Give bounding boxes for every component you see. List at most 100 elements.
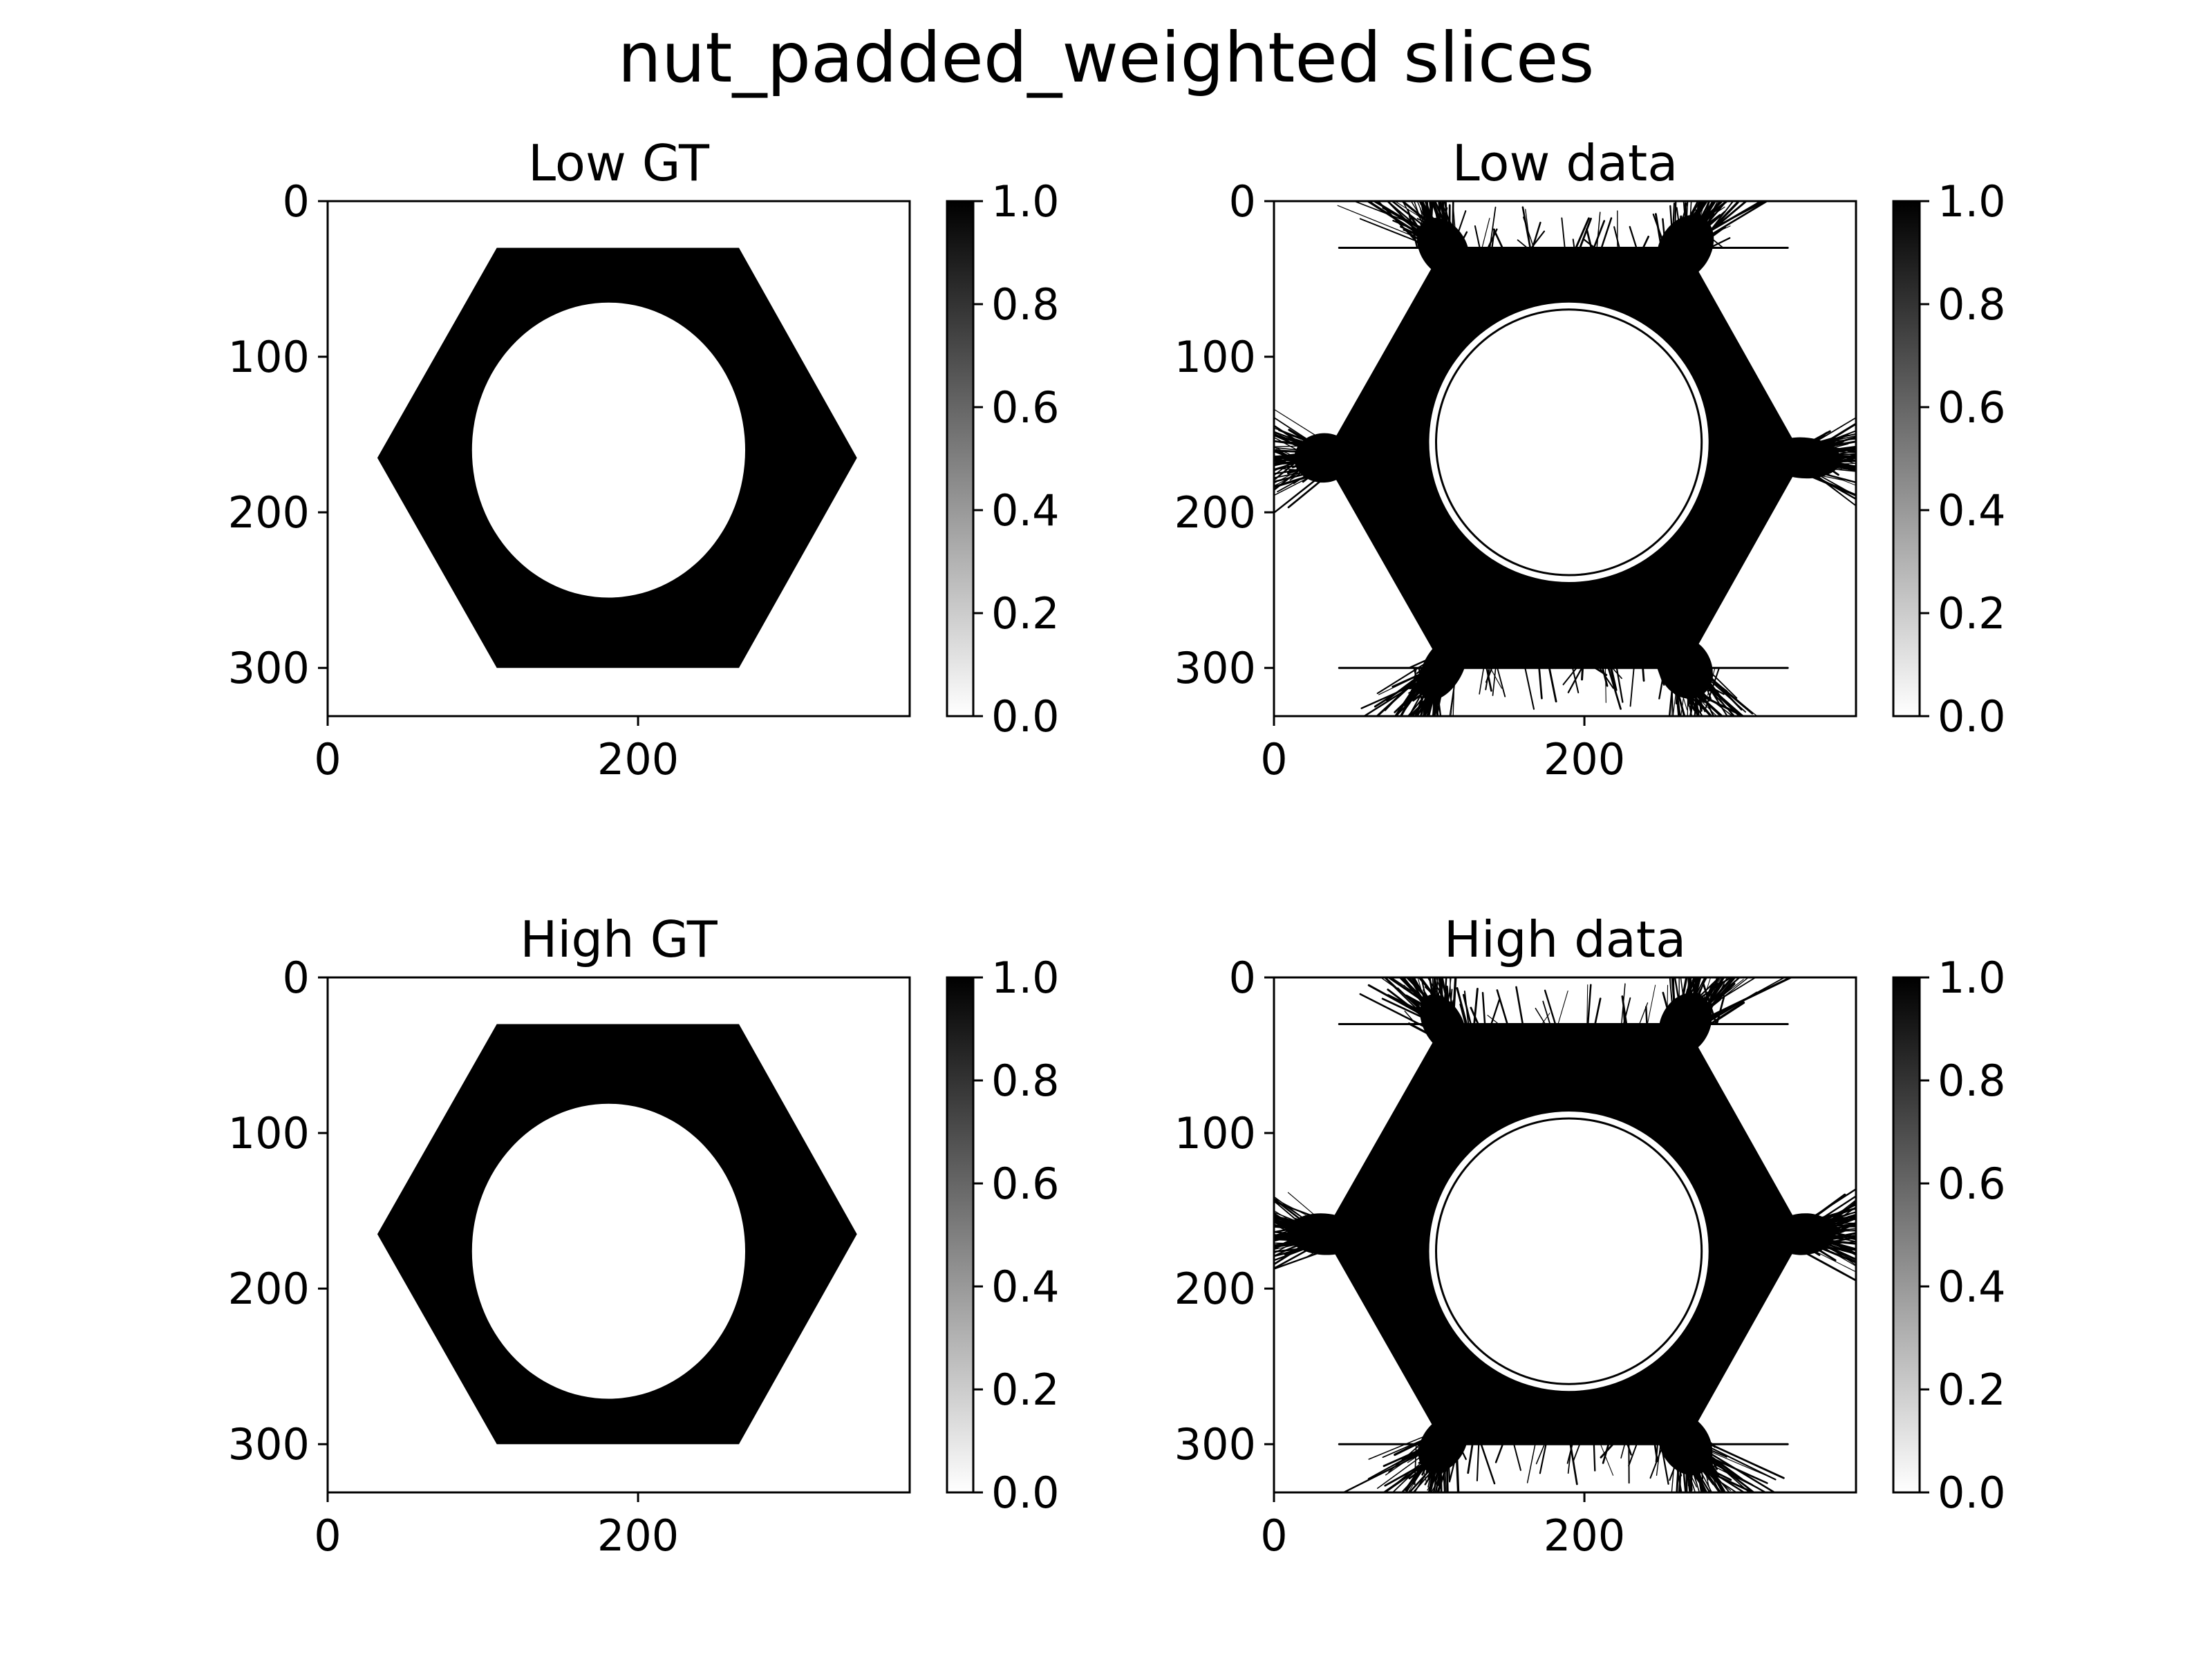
y-tick-label: 200 xyxy=(1174,487,1256,538)
nut-shape xyxy=(377,1024,857,1445)
artifact-streak xyxy=(1596,212,1601,249)
artifact-streak xyxy=(1492,667,1497,696)
artifact-streak xyxy=(1494,1443,1504,1463)
image-panel-1 xyxy=(377,247,857,668)
artifact-streak xyxy=(1649,1443,1665,1479)
artifact-streak xyxy=(1444,1456,1447,1492)
colorbar-frame xyxy=(1892,200,1921,718)
axes-frame xyxy=(326,200,911,718)
artifact-streak xyxy=(1652,213,1667,249)
ring-artifact xyxy=(1435,308,1703,577)
artifact-streak xyxy=(1690,234,1705,249)
artifact-streak xyxy=(1685,667,1694,681)
artifact-streak xyxy=(1448,1443,1453,1472)
y-tick-label: 0 xyxy=(283,953,310,1003)
panel-3: High GT 0 200 0 100 200 300 0.0 0.2 0.4 0.6 0.8 1.0 xyxy=(228,910,1060,1561)
x-tick-label: 200 xyxy=(597,734,679,785)
colorbar-tick-label: 0.2 xyxy=(1938,1365,2006,1415)
artifact-streak xyxy=(1414,1443,1417,1485)
artifact-streak xyxy=(1407,209,1418,249)
x-tick-label: 0 xyxy=(1260,734,1287,785)
artifact-streak xyxy=(1689,1443,1701,1470)
artifact-streak xyxy=(1662,991,1673,1025)
panel-4: High data 0 200 0 100 200 300 0.0 0.2 0.4 0.6 0.8 1.… xyxy=(1174,910,2006,1561)
artifact-streak xyxy=(1542,1000,1551,1025)
artifact-streak xyxy=(1515,986,1524,1025)
colorbar-frame xyxy=(1892,976,1921,1494)
artifact-streak xyxy=(1586,984,1592,1025)
panel-2: Low data 0 200 0 100 200 300 0.0 0.2 0.4 0.6 0.8 1.0 xyxy=(1174,134,2006,785)
artifact-streak xyxy=(1655,1443,1658,1463)
artifact-streak xyxy=(1607,666,1622,710)
artifact-streak xyxy=(1579,217,1592,249)
artifact-streak xyxy=(1436,1443,1449,1486)
y-tick-label: 300 xyxy=(228,643,310,693)
artifact-streak xyxy=(1541,1013,1550,1025)
artifact-streak xyxy=(1274,1246,1312,1262)
artifact-streak xyxy=(1593,1443,1596,1472)
artifact-streak xyxy=(1420,667,1423,684)
artifact-streak xyxy=(1697,1012,1707,1025)
artifact-streak xyxy=(1427,1443,1433,1465)
artifact-streak xyxy=(1656,1443,1661,1477)
colorbar-tick-label: 0.4 xyxy=(991,485,1060,536)
colorbar-tick-label: 0.8 xyxy=(1938,279,2006,330)
artifact-streak xyxy=(1662,218,1667,249)
artifact-streak xyxy=(1665,1004,1670,1025)
artifact-streak xyxy=(1676,207,1683,249)
artifact-streak xyxy=(1535,1443,1546,1465)
artifact-streak xyxy=(1702,982,1718,1025)
figure-title: nut_padded_weighted slices xyxy=(618,17,1595,98)
subplot-title: High GT xyxy=(520,910,718,968)
colorbar-frame xyxy=(946,200,975,718)
artifact-streak xyxy=(1689,666,1696,710)
artifact-streak xyxy=(1481,218,1490,249)
artifact-streak xyxy=(1561,217,1566,249)
artifact-streak xyxy=(1593,220,1606,249)
colorbar-tick-label: 0.6 xyxy=(991,1159,1060,1209)
artifact-streak xyxy=(1627,1443,1632,1456)
colorbar-frame xyxy=(946,976,975,1494)
artifact-streak xyxy=(1548,666,1557,703)
artifact-streak xyxy=(1456,987,1468,1026)
artifact-streak xyxy=(1539,1443,1547,1474)
artifact-streak xyxy=(1517,239,1528,249)
y-tick-label: 100 xyxy=(1174,1108,1256,1159)
nut-shape xyxy=(1323,247,1803,668)
artifact-streak xyxy=(1611,667,1622,679)
artifact-streak xyxy=(1710,237,1724,249)
artifact-streak xyxy=(1629,667,1635,707)
colorbar-tick-label: 0.6 xyxy=(991,382,1060,433)
artifact-streak xyxy=(1413,666,1424,704)
x-tick-label: 200 xyxy=(1544,1510,1625,1561)
artifact-streak xyxy=(1707,1443,1712,1484)
artifact-streak xyxy=(1602,1443,1610,1464)
artifact-streak xyxy=(1440,999,1453,1025)
artifact-streak xyxy=(1490,667,1503,689)
artifact-streak xyxy=(1380,977,1433,1015)
image-panel-2 xyxy=(1274,201,1856,716)
colorbar-tick-label: 1.0 xyxy=(1938,953,2006,1003)
colorbar-tick-label: 0.2 xyxy=(1938,588,2006,639)
image-panel-3 xyxy=(377,1024,857,1445)
artifact-streak xyxy=(1526,1443,1536,1483)
x-tick-label: 200 xyxy=(597,1510,679,1561)
axes-frame xyxy=(1273,976,1857,1494)
artifact-streak xyxy=(1411,667,1418,690)
artifact-streak xyxy=(1573,1443,1581,1461)
artifact-streak xyxy=(1557,990,1568,1025)
artifact-streak xyxy=(1600,1443,1614,1476)
artifact-streak xyxy=(1669,1443,1685,1481)
colorbar-tick-label: 0.0 xyxy=(1938,1468,2006,1518)
artifact-streak xyxy=(1458,1443,1467,1461)
colorbar-tick-label: 1.0 xyxy=(991,953,1060,1003)
artifact-streak xyxy=(1609,667,1615,682)
artifact-streak xyxy=(1628,1443,1638,1467)
artifact-streak xyxy=(1647,984,1656,1025)
colorbar-tick-label: 0.8 xyxy=(1938,1056,2006,1106)
colorbar-tick-label: 0.8 xyxy=(991,279,1060,330)
artifact-streak xyxy=(1544,989,1557,1025)
artifact-streak xyxy=(1481,992,1486,1025)
artifact-streak xyxy=(1812,1244,1856,1264)
colorbar-tick-label: 0.0 xyxy=(991,1468,1060,1518)
